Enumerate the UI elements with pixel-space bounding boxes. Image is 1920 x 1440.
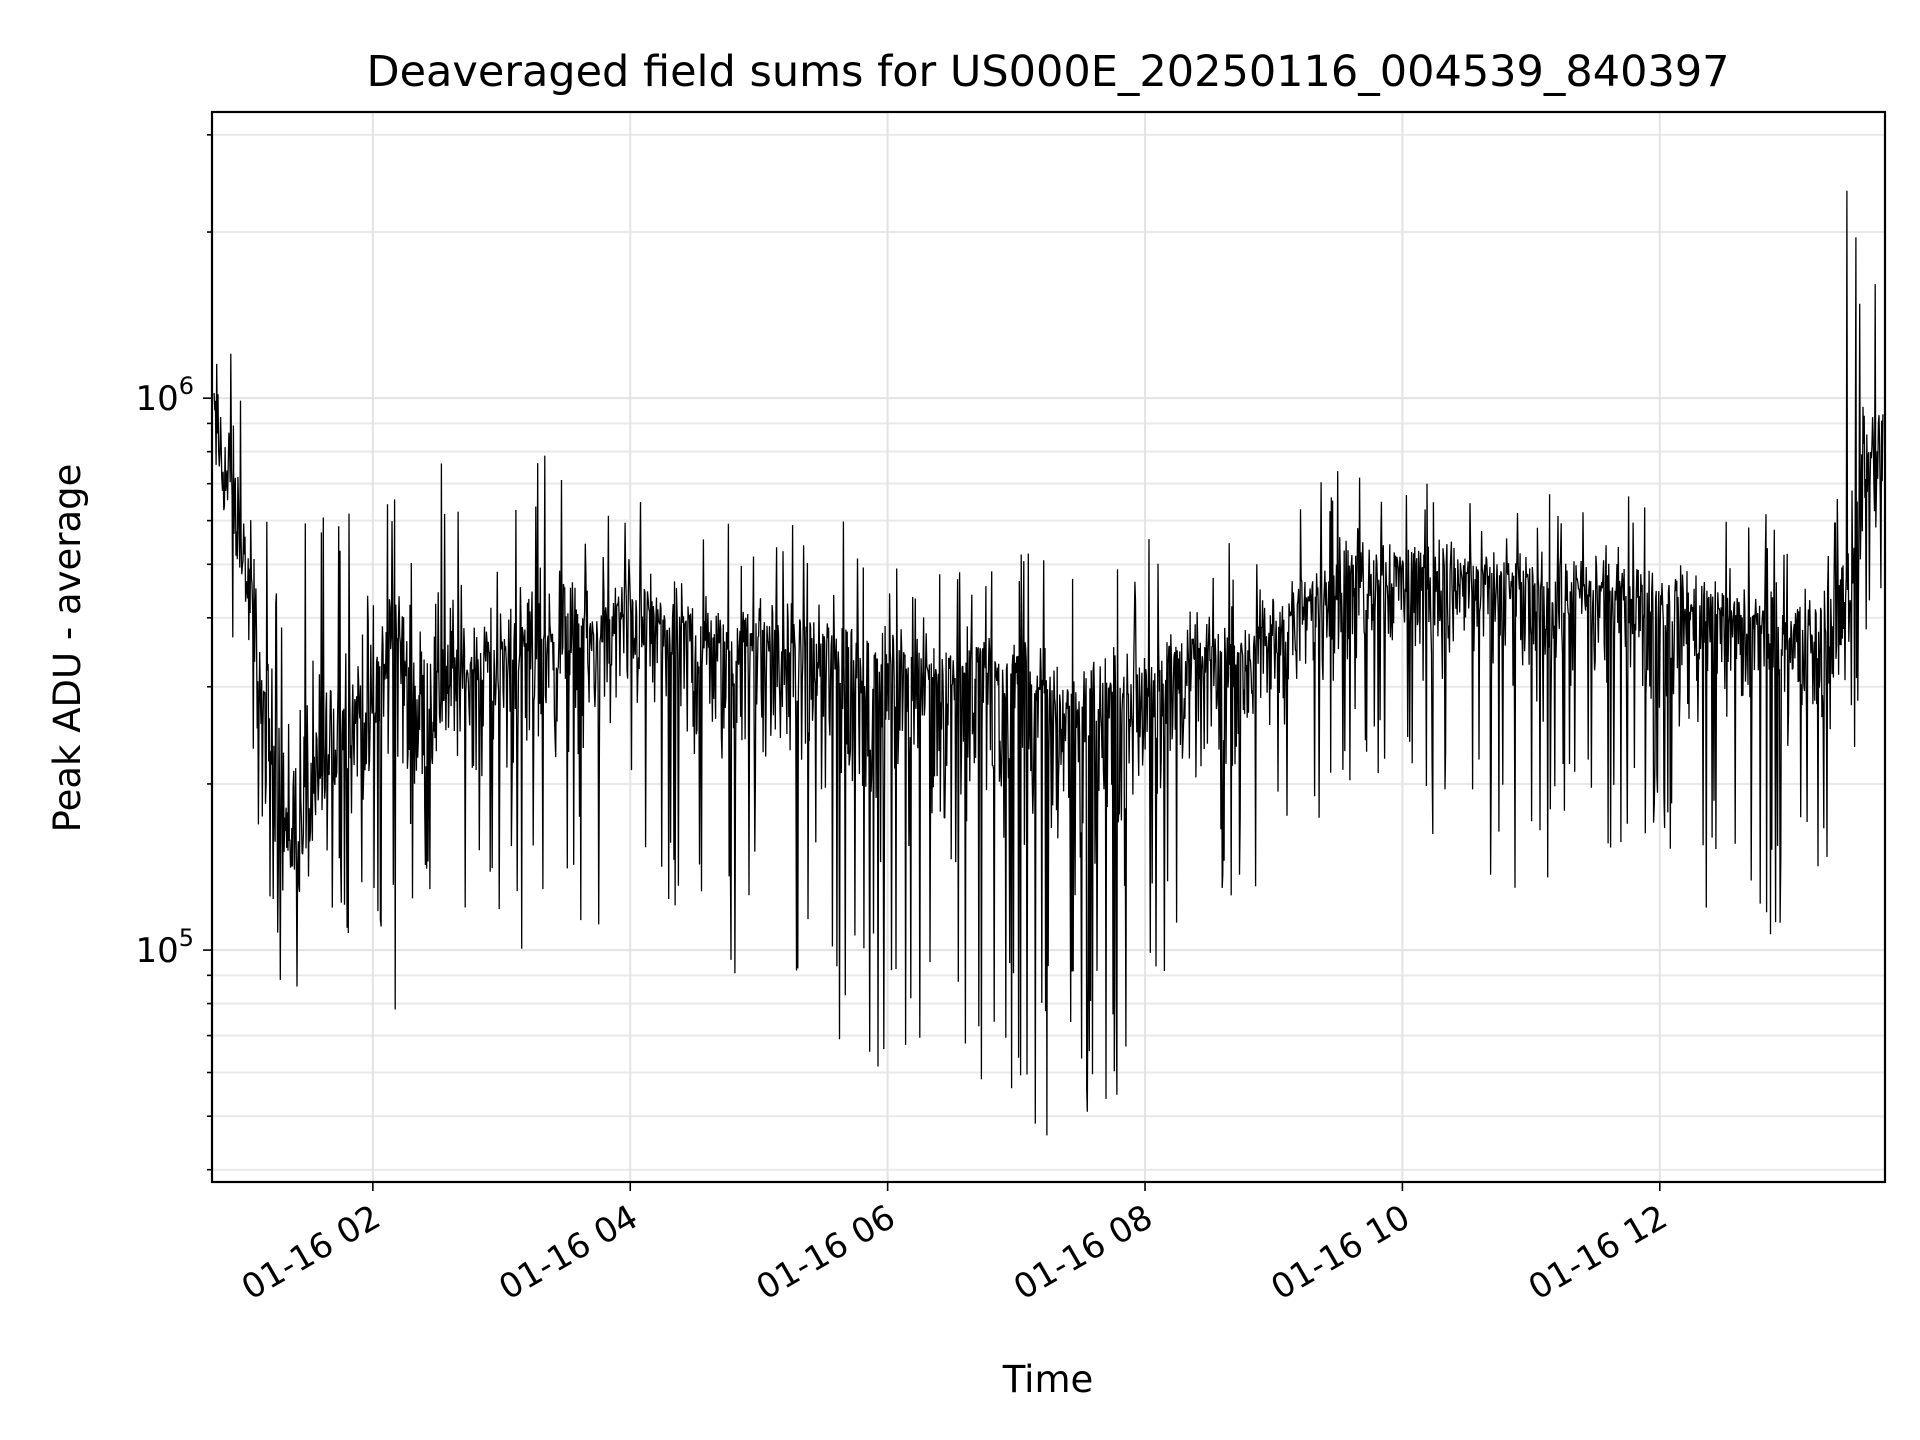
x-axis-label: Time [1002, 1358, 1094, 1401]
x-tick-label: 01-16 02 [235, 1197, 387, 1308]
x-tick-label: 01-16 04 [492, 1197, 644, 1308]
series-polyline [213, 190, 1884, 1136]
x-tick-label: 01-16 06 [750, 1197, 902, 1308]
x-tick-label: 01-16 10 [1265, 1197, 1417, 1308]
grid [212, 112, 1885, 1182]
y-tick-label: 106 [135, 372, 194, 419]
x-tick-label: 01-16 08 [1007, 1197, 1159, 1308]
y-tick-label: 105 [135, 924, 194, 971]
chart-title: Deaveraged field sums for US000E_2025011… [366, 47, 1729, 97]
plot-frame [210, 110, 1887, 1184]
x-tick-label: 01-16 12 [1522, 1197, 1674, 1308]
y-axis-label: Peak ADU - average [46, 464, 89, 833]
series-line [213, 190, 1884, 1136]
